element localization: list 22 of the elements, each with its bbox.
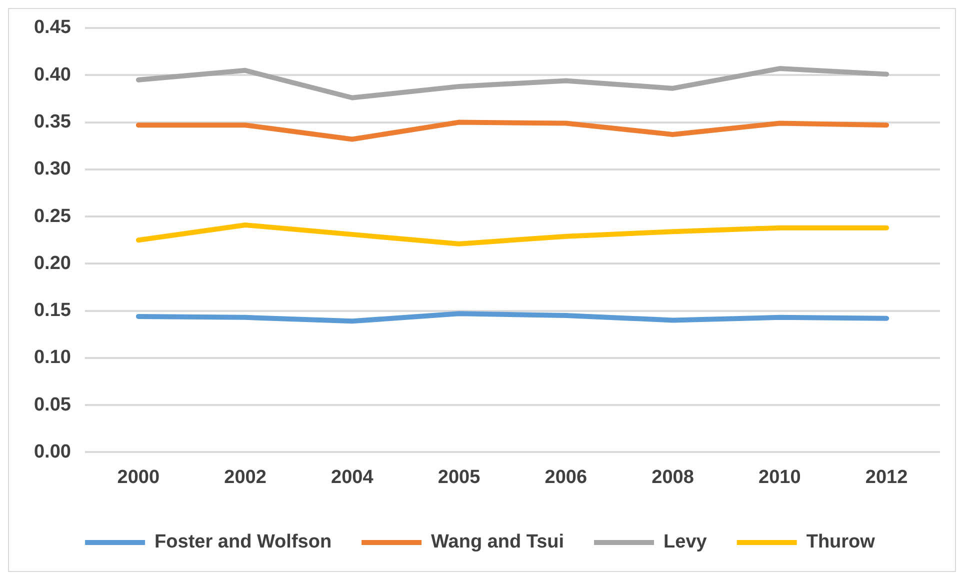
y-tick-label: 0.10 <box>34 347 71 368</box>
x-tick-label: 2010 <box>758 466 801 488</box>
x-tick-label: 2008 <box>652 466 694 488</box>
legend-label: Levy <box>664 532 708 553</box>
y-tick-label: 0.00 <box>34 441 71 462</box>
y-tick-label: 0.05 <box>34 394 72 416</box>
x-tick-label: 2006 <box>544 466 588 488</box>
y-tick-label: 0.30 <box>34 158 71 180</box>
y-tick-label: 0.15 <box>34 300 72 322</box>
x-tick-label: 2005 <box>438 466 481 488</box>
y-tick-label: 0.25 <box>34 206 72 227</box>
y-tick-label: 0.20 <box>34 252 71 274</box>
y-tick-label: 0.45 <box>34 17 72 38</box>
legend-label: Wang and Tsui <box>431 532 564 553</box>
x-tick-label: 2000 <box>117 466 160 488</box>
x-tick-label: 2004 <box>331 466 374 488</box>
x-tick-label: 2012 <box>865 466 908 488</box>
x-tick-label: 2002 <box>224 466 266 488</box>
legend-label: Thurow <box>806 532 876 553</box>
y-tick-label: 0.35 <box>34 112 72 132</box>
y-tick-label: 0.40 <box>34 64 71 86</box>
legend-label: Foster and Wolfson <box>154 532 332 553</box>
